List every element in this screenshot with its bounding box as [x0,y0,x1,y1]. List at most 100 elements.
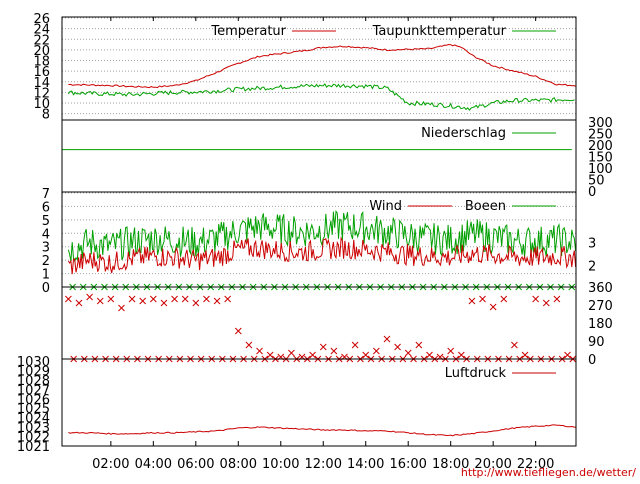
direction-point [266,351,274,359]
direction-point [542,299,550,307]
temp-y-tick-label: 8 [42,108,50,123]
x-tick-label: 02:00 [92,457,129,472]
pressure-y-tick-label: 1024 [17,412,50,427]
pressure-y-tick-label: 1025 [17,402,50,417]
precip-y-tick-label: 250 [588,128,613,143]
wind-y-tick-label: 6 [42,200,50,215]
direction-point [394,343,401,351]
wind-y-tick-label: 2 [42,254,50,269]
temp-y-tick-label: 14 [33,76,50,91]
pressure-y-tick-label: 1023 [17,421,50,436]
pressure-y-tick-label: 1022 [17,431,50,446]
pressure-y-tick-label: 1026 [17,393,50,408]
precip-y-tick-label: 100 [588,162,613,177]
precip-y-tick-label: 150 [588,151,613,166]
direction-point [160,299,168,307]
boeen-series-line [67,210,577,263]
direction-point [107,295,115,303]
x-tick-label: 20:00 [474,457,511,472]
x-tick-label: 14:00 [347,457,384,472]
direction-point [426,351,433,359]
direction-point [330,347,338,355]
x-tick-label: 06:00 [177,457,214,472]
legend-taupunkt-label: Taupunkttemperatur [372,24,507,39]
direction-point [511,341,518,349]
direction-y-tick-label: 180 [588,317,613,332]
direction-point [521,351,529,359]
direction-point [489,303,497,311]
direction-point [532,295,539,303]
direction-point [351,341,359,349]
temp-y-tick-label: 18 [33,55,50,70]
direction-point [564,351,571,359]
x-tick-label: 18:00 [432,457,469,472]
direction-y-tick-label: 360 [588,281,613,296]
direction-point [404,349,412,357]
wind-y-tick-label: 4 [42,227,50,242]
direction-point [362,351,370,359]
direction-point [192,299,200,307]
plot-frame [61,16,577,447]
pressure-y-tick-label: 1028 [17,374,50,389]
pressure-y-tick-label: 1029 [17,364,50,379]
wind-right-tick-label: 2 [588,260,596,275]
direction-point [96,297,104,305]
legend-niederschlag-label: Niederschlag [421,126,506,141]
temp-y-tick-label: 10 [33,97,50,112]
direction-point [500,295,508,303]
taupunkt-series-line [67,83,575,111]
precip-y-tick-label: 0 [588,185,596,200]
x-tick-label: 22:00 [517,457,554,472]
x-tick-label: 10:00 [262,457,299,472]
temp-y-tick-label: 16 [33,65,50,80]
pressure-y-tick-label: 1027 [17,383,50,398]
direction-y-tick-label: 270 [588,299,613,314]
direction-point [213,297,221,305]
direction-point [383,335,391,343]
temp-y-tick-label: 12 [33,86,50,101]
precip-y-tick-label: 200 [588,139,613,154]
direction-point [319,343,327,351]
direction-point [372,347,380,355]
direction-point [128,295,136,303]
direction-point [256,347,263,355]
temp-y-tick-label: 22 [33,33,50,48]
legend-luftdruck-label: Luftdruck [445,366,507,381]
direction-point [553,295,561,303]
x-tick-label: 12:00 [305,457,342,472]
temp-y-tick-label: 24 [33,23,50,38]
x-tick-label: 08:00 [220,457,257,472]
wind-y-tick-label: 0 [42,281,50,296]
direction-point [118,304,125,312]
direction-point [245,341,253,349]
direction-point [234,327,242,335]
direction-point [224,295,232,303]
direction-point [75,299,83,307]
wind-right-tick-label: 3 [588,237,596,252]
wind-series-line [67,236,577,275]
direction-point [139,297,147,305]
direction-point [468,297,476,305]
temp-y-tick-label: 20 [33,44,50,59]
direction-point [171,295,178,303]
direction-point [457,351,465,359]
direction-point [447,347,455,355]
source-url: http://www.tiefliegen.de/wetter/ [461,466,636,479]
temperatur-series-line [68,43,577,89]
legend-wind-label: Wind [369,199,402,214]
direction-point [65,295,72,303]
wind-y-tick-label: 5 [42,214,50,229]
x-tick-label: 16:00 [389,457,426,472]
precip-y-tick-label: 50 [588,174,605,189]
temp-y-tick-label: 26 [33,12,50,27]
direction-point [203,295,210,303]
legend-temperatur-label: Temperatur [210,24,286,39]
direction-y-tick-label: 90 [588,335,605,350]
wind-y-tick-label: 7 [42,187,50,202]
direction-point [415,341,423,349]
wind-y-tick-label: 3 [42,241,50,256]
direction-point [309,351,316,359]
precip-y-tick-label: 300 [588,116,613,131]
